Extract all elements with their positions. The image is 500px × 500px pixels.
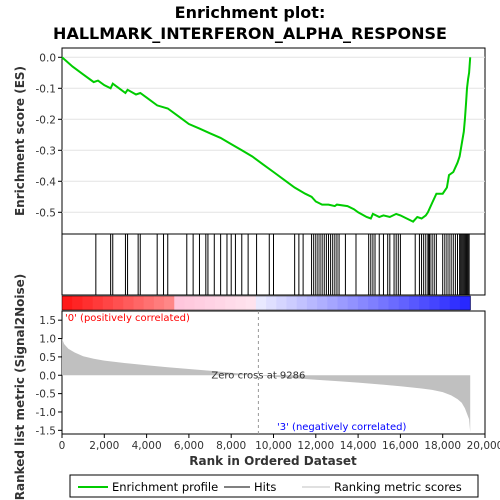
rank-bar-segment — [408, 296, 420, 310]
rank-bar-segment — [347, 296, 359, 310]
hit-lines — [95, 234, 470, 295]
rank-bar-segment — [439, 296, 451, 310]
x-tick-label: 16,000 — [382, 440, 419, 452]
es-y-tick-label: -0.1 — [36, 83, 57, 95]
rank-bar-segment — [62, 296, 73, 310]
x-tick-label: 20,000 — [467, 440, 500, 452]
es-y-tick-label: -0.5 — [36, 207, 57, 219]
rank-bar-segment — [276, 296, 288, 310]
rank-bar-segment — [429, 296, 441, 310]
x-axis: 0 2,000 4,000 6,000 8,000 10,000 12,000 14,000 1… — [59, 434, 500, 452]
rank-bar-segment — [368, 296, 379, 310]
metric-y-tick-label: 1.0 — [39, 334, 56, 346]
legend-label-enrichment-profile: Enrichment profile — [112, 480, 218, 494]
es-y-ticks: 0.0 -0.1 -0.2 -0.3 -0.4 -0.5 — [36, 52, 62, 219]
rank-bar-segment — [459, 296, 471, 310]
rank-bar-segment — [378, 296, 390, 310]
rank-bar-segment — [255, 296, 267, 310]
rank-bar-segment — [102, 296, 114, 310]
rank-bar-segment — [133, 296, 145, 310]
rank-bar-outline — [61, 295, 471, 311]
x-axis-label: Rank in Ordered Dataset — [189, 454, 357, 468]
rank-bar-segment — [306, 296, 318, 310]
x-tick-label: 10,000 — [255, 440, 292, 452]
rank-bar-segment — [113, 296, 124, 310]
metric-y-tick-label: -1.5 — [36, 425, 57, 437]
rank-bar-segment — [184, 296, 196, 310]
legend-label-ranking-metric: Ranking metric scores — [334, 480, 462, 494]
es-gridlines — [62, 56, 485, 213]
es-y-tick-label: -0.3 — [36, 145, 57, 157]
metric-y-tick-label: -1.0 — [36, 407, 57, 419]
legend: Enrichment profile Hits Ranking metric s… — [69, 474, 479, 498]
x-tick-label: 6,000 — [174, 440, 204, 452]
rank-bar-segment — [92, 296, 104, 310]
metric-y-tick-label: 0.5 — [39, 352, 56, 364]
rank-bar-segment — [449, 296, 461, 310]
rank-color-bar — [61, 295, 471, 311]
legend-frame — [69, 474, 479, 498]
rank-bar-segment — [286, 296, 298, 310]
metric-panel: 1.5 1.0 0.5 0.0 -0.5 -1.0 -1.5 Zero cross at 9… — [13, 274, 486, 500]
x-tick-label: 4,000 — [132, 440, 162, 452]
rank-bar-segment — [235, 296, 247, 310]
es-y-axis-label: Enrichment score (ES) — [13, 66, 27, 216]
rank-bar-segment — [317, 296, 328, 310]
zero-cross-label: Zero cross at 9286 — [211, 370, 305, 381]
rank-bar-segment — [82, 296, 94, 310]
metric-y-axis-label: Ranked list metric (Signal2Noise) — [13, 274, 27, 500]
es-y-tick-label: -0.4 — [36, 176, 57, 188]
x-tick-label: 18,000 — [424, 440, 461, 452]
rank-bar-segment — [215, 296, 226, 310]
metric-y-tick-label: -0.5 — [36, 389, 57, 401]
es-y-tick-label: 0.0 — [39, 52, 56, 64]
rank-bar-segment — [357, 296, 369, 310]
es-panel: 0.0 -0.1 -0.2 -0.3 -0.4 -0.5 Enrichment score… — [13, 47, 486, 235]
x-tick-label: 2,000 — [89, 440, 119, 452]
rank-bar-segment — [164, 296, 175, 310]
x-tick-label: 14,000 — [340, 440, 377, 452]
rank-bar-segment — [123, 296, 135, 310]
metric-y-tick-label: 1.5 — [39, 315, 56, 327]
rank-bar-segment — [266, 296, 277, 310]
enrichment-profile-line — [61, 56, 472, 223]
rank-bar-segment — [296, 296, 308, 310]
es-panel-frame — [61, 47, 486, 235]
negative-correlation-label: '3' (negatively correlated) — [277, 422, 406, 433]
rank-bar-segment — [337, 296, 349, 310]
chart-title-line2: HALLMARK_INTERFERON_ALPHA_RESPONSE — [53, 24, 447, 43]
rank-bar-segment — [398, 296, 410, 310]
rank-bar-segment — [174, 296, 186, 310]
rank-bar-segment — [225, 296, 237, 310]
positive-correlation-label: '0' (positively correlated) — [65, 313, 190, 324]
rank-bar-segment — [419, 296, 430, 310]
rank-bar-segment — [245, 296, 257, 310]
es-y-tick-label: -0.2 — [36, 114, 57, 126]
chart-title-line1: Enrichment plot: — [175, 3, 326, 22]
x-tick-label: 8,000 — [216, 440, 246, 452]
x-tick-label: 12,000 — [297, 440, 334, 452]
hits-panel — [61, 233, 486, 296]
metric-y-tick-label: 0.0 — [39, 370, 56, 382]
rank-bar-segment — [72, 296, 84, 310]
x-tick-label: 0 — [59, 440, 66, 452]
rank-bar-segment — [388, 296, 400, 310]
rank-bar-segment — [204, 296, 216, 310]
rank-bar-segment — [153, 296, 165, 310]
legend-label-hits: Hits — [254, 480, 276, 494]
rank-bar-segment — [194, 296, 206, 310]
rank-bar-segment — [143, 296, 155, 310]
metric-y-ticks: 1.5 1.0 0.5 0.0 -0.5 -1.0 -1.5 — [36, 315, 62, 437]
rank-bar-segment — [327, 296, 339, 310]
